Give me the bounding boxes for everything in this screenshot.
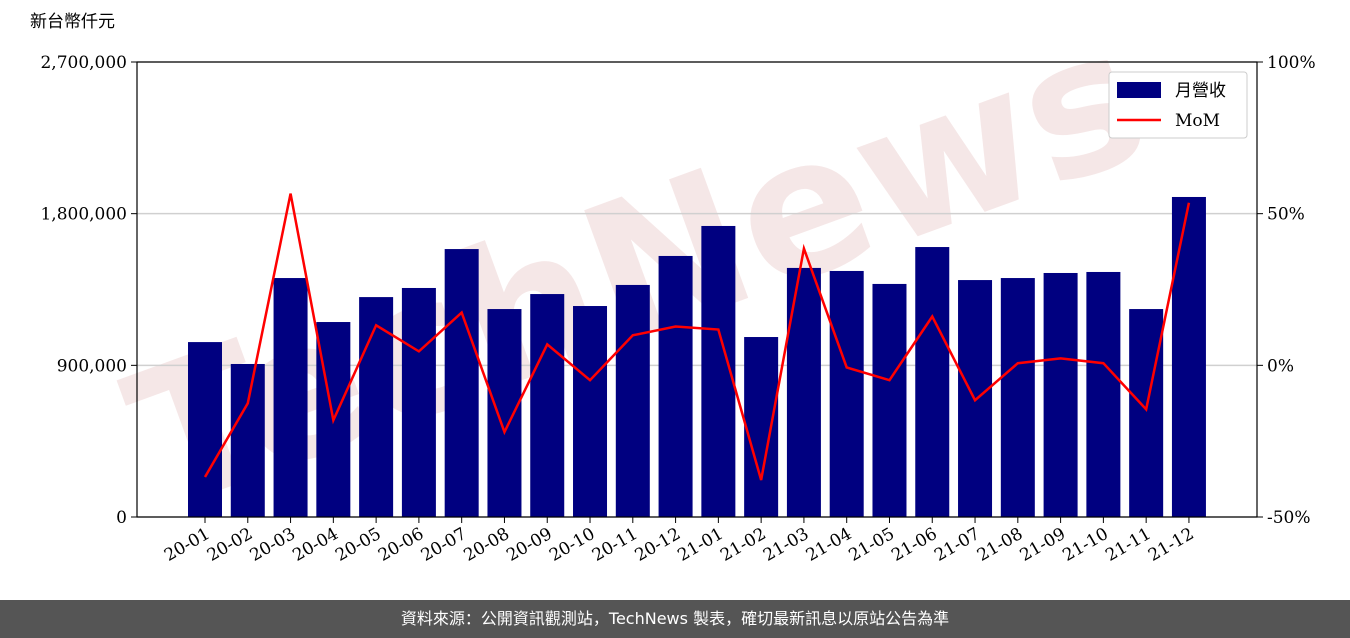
- bar: [273, 278, 308, 517]
- x-tick-label: 21-09: [1017, 524, 1069, 566]
- bar: [444, 249, 479, 518]
- bar: [829, 270, 864, 517]
- bar: [530, 294, 565, 517]
- x-tick-label: 20-06: [375, 524, 427, 566]
- y-tick-label: 900,000: [57, 356, 127, 376]
- y-tick-label: 1,800,000: [40, 205, 127, 225]
- bar: [915, 247, 950, 518]
- x-tick-label: 20-10: [546, 524, 598, 566]
- bar: [401, 287, 436, 517]
- x-tick-label: 20-08: [461, 524, 513, 566]
- x-tick-label: 21-10: [1059, 524, 1111, 566]
- x-tick-label: 21-11: [1102, 524, 1154, 566]
- line: [203, 193, 1191, 481]
- y-axis-title: 新台幣仟元: [30, 12, 115, 32]
- y2-tick-label: 0%: [1267, 356, 1294, 376]
- x-tick-label: 21-04: [803, 524, 855, 566]
- x-tick-label: 20-09: [503, 524, 555, 566]
- x-tick-label: 20-11: [589, 524, 641, 566]
- bar: [487, 309, 522, 517]
- bar: [658, 255, 693, 517]
- x-tick-label: 20-12: [632, 524, 684, 566]
- bar: [615, 284, 650, 517]
- legend-label: 月營收: [1175, 81, 1226, 101]
- x-tick-label: 21-06: [888, 524, 940, 566]
- legend-swatch: [1117, 82, 1161, 98]
- bar: [872, 283, 907, 517]
- bar: [1086, 271, 1121, 517]
- y-tick-label: 2,700,000: [40, 53, 127, 73]
- x-tick-label: 20-03: [247, 524, 299, 566]
- plot-frame: [136, 61, 1258, 518]
- chart: 新台幣仟元 TechNews0900,0001,800,0002,700,000…: [30, 0, 1316, 566]
- footer: 資料來源：公開資訊觀測站，TechNews 製表，確切最新訊息以原站公告為準: [0, 600, 1350, 638]
- y2-tick-label: 50%: [1267, 205, 1305, 225]
- x-tick-label: 21-08: [974, 524, 1026, 566]
- legend-label: MoM: [1175, 111, 1220, 131]
- x-tick-label: 20-07: [418, 524, 470, 566]
- y2-tick-label: 100%: [1267, 53, 1316, 73]
- bar: [1043, 272, 1078, 517]
- x-tick-label: 21-12: [1145, 524, 1197, 566]
- x-tick-label: 21-03: [760, 524, 812, 566]
- bar: [188, 342, 222, 517]
- x-tick-label: 21-01: [674, 524, 726, 566]
- bar: [230, 363, 265, 517]
- x-tick-label: 21-05: [846, 524, 898, 566]
- x-tick-label: 21-02: [717, 524, 769, 566]
- bar: [786, 267, 821, 517]
- y2-tick-label: -50%: [1267, 508, 1311, 528]
- x-tick-label: 21-07: [931, 524, 983, 566]
- bar: [359, 297, 394, 517]
- x-tick-label: 20-05: [332, 524, 384, 566]
- bar: [573, 306, 608, 517]
- x-tick-label: 20-04: [289, 524, 341, 566]
- y-tick-label: 0: [116, 508, 127, 528]
- bar: [1000, 278, 1035, 517]
- bar: [744, 337, 779, 517]
- bar: [1171, 196, 1206, 517]
- bar: [1129, 309, 1164, 517]
